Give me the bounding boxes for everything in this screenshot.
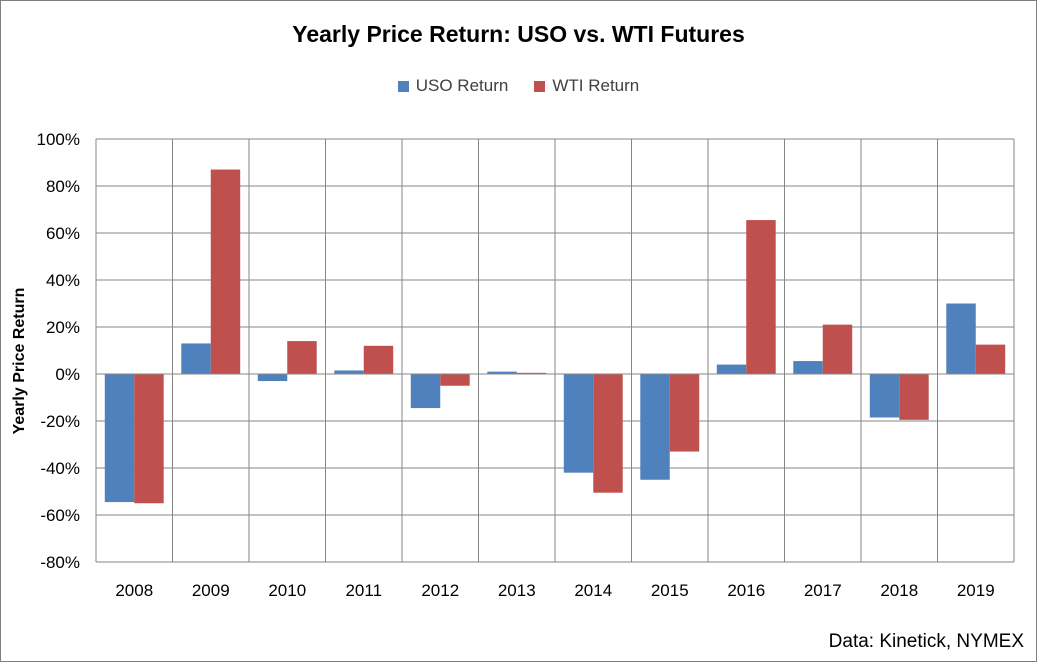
legend-swatch-uso — [397, 80, 409, 92]
legend-item-wti: WTI Return — [534, 76, 639, 96]
legend-item-uso: USO Return — [397, 76, 509, 96]
y-tick-label: 100% — [37, 130, 80, 149]
bar-wti-return-2017 — [822, 324, 853, 374]
bar-wti-return-2016 — [746, 220, 776, 374]
x-tick-label-2008: 2008 — [115, 581, 153, 600]
bar-uso-return-2017 — [793, 361, 823, 374]
bar-uso-return-2010 — [257, 374, 288, 382]
x-tick-label-2015: 2015 — [651, 581, 689, 600]
bar-wti-return-2010 — [287, 341, 317, 374]
chart-title: Yearly Price Return: USO vs. WTI Futures — [292, 21, 745, 47]
y-tick-label: -20% — [40, 412, 80, 431]
y-tick-label: -40% — [40, 459, 80, 478]
bar-uso-return-2011 — [334, 370, 364, 374]
bar-wti-return-2012 — [440, 374, 470, 386]
bar-uso-return-2009 — [181, 343, 211, 374]
legend: USO Return WTI Return — [1, 76, 1036, 96]
bar-uso-return-2019 — [946, 303, 976, 374]
bar-wti-return-2011 — [363, 345, 394, 374]
bar-wti-return-2009 — [210, 169, 241, 374]
x-tick-label-2013: 2013 — [498, 581, 536, 600]
y-tick-label: 80% — [46, 177, 80, 196]
bar-wti-return-2019 — [975, 344, 1006, 374]
bar-wti-return-2018 — [899, 374, 929, 420]
bar-uso-return-2012 — [410, 374, 441, 409]
y-tick-label: 20% — [46, 318, 80, 337]
x-tick-label-2009: 2009 — [192, 581, 230, 600]
y-tick-label: 40% — [46, 271, 80, 290]
x-tick-label-2017: 2017 — [804, 581, 842, 600]
bar-uso-return-2016 — [716, 364, 747, 374]
legend-label-wti: WTI Return — [552, 76, 640, 95]
source-note: Data: Kinetick, NYMEX — [828, 631, 1024, 652]
x-tick-label-2010: 2010 — [268, 581, 306, 600]
x-tick-label-2016: 2016 — [727, 581, 765, 600]
y-tick-label: 60% — [46, 224, 80, 243]
bar-wti-return-2014 — [593, 374, 623, 493]
bar-uso-return-2015 — [640, 374, 670, 480]
bar-uso-return-2013 — [487, 371, 517, 374]
legend-swatch-wti — [534, 80, 546, 92]
x-tick-label-2019: 2019 — [957, 581, 995, 600]
bar-wti-return-2013 — [516, 372, 547, 374]
bar-wti-return-2015 — [669, 374, 700, 452]
x-tick-label-2018: 2018 — [880, 581, 918, 600]
bar-uso-return-2008 — [104, 374, 135, 503]
legend-label-uso: USO Return — [415, 76, 509, 95]
x-tick-label-2012: 2012 — [421, 581, 459, 600]
y-tick-label: 0% — [55, 365, 80, 384]
bar-uso-return-2014 — [563, 374, 594, 473]
x-tick-label-2014: 2014 — [574, 581, 612, 600]
y-tick-label: -60% — [40, 506, 80, 525]
x-tick-label-2011: 2011 — [345, 581, 382, 600]
bar-uso-return-2018 — [869, 374, 900, 418]
y-tick-label: -80% — [40, 553, 80, 572]
bar-wti-return-2008 — [134, 374, 164, 504]
